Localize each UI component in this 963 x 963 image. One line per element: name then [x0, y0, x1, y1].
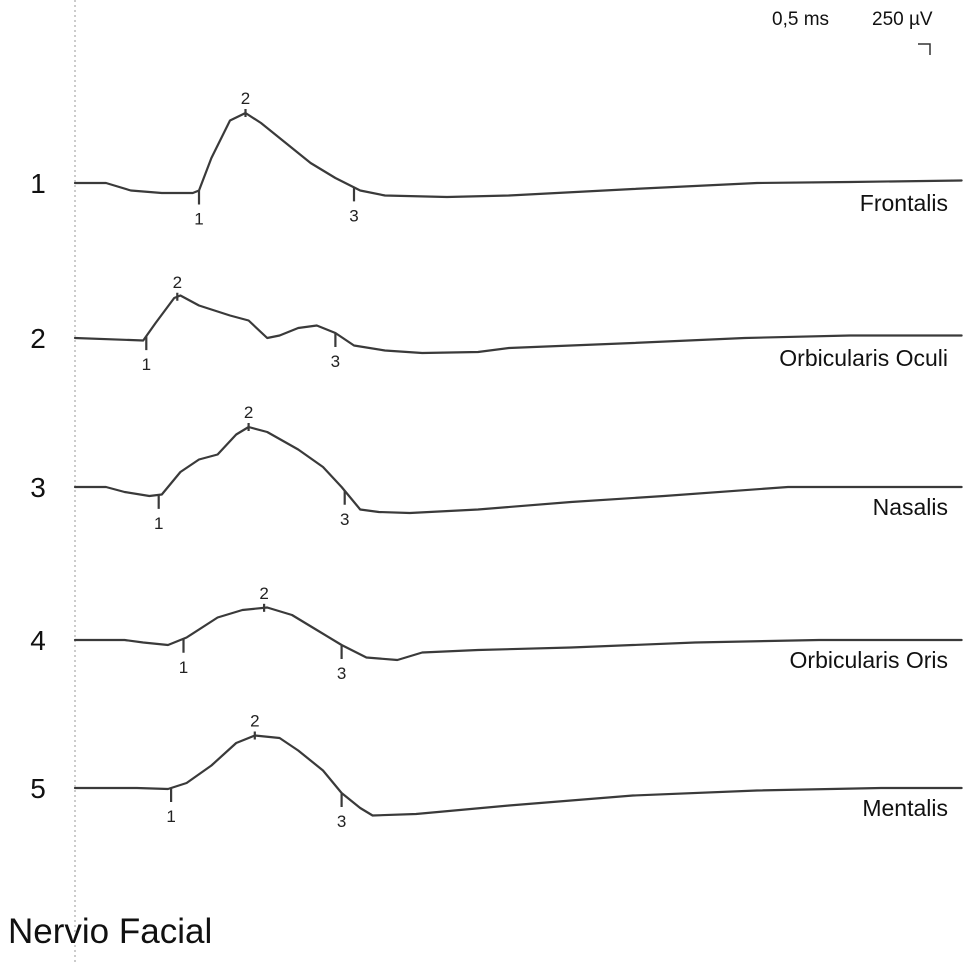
marker-label-3-2: 2	[244, 403, 253, 422]
page-title: Nervio Facial	[8, 912, 213, 951]
marker-label-4-1: 1	[179, 658, 188, 677]
trace-index-5: 5	[30, 773, 46, 804]
marker-label-5-1: 1	[166, 807, 175, 826]
trace-line-1	[73, 111, 963, 199]
muscle-label-2: Orbicularis Oculi	[779, 345, 948, 371]
trace-index-3: 3	[30, 472, 46, 503]
amplitude-scale-label: 250 µV	[872, 9, 933, 30]
time-scale-label: 0,5 ms	[772, 9, 829, 30]
marker-label-3-3: 3	[340, 510, 349, 529]
marker-label-1-2: 2	[241, 89, 250, 108]
scale-bar-icon	[918, 43, 931, 55]
marker-label-5-3: 3	[337, 812, 346, 831]
marker-label-4-3: 3	[337, 664, 346, 683]
marker-label-1-1: 1	[194, 210, 203, 229]
muscle-label-1: Frontalis	[860, 190, 948, 216]
trace-index-4: 4	[30, 625, 46, 656]
marker-label-2-1: 1	[142, 355, 151, 374]
muscle-label-3: Nasalis	[873, 494, 948, 520]
trace-line-3	[73, 425, 963, 515]
trace-line-5	[73, 734, 963, 817]
marker-label-4-2: 2	[259, 584, 268, 603]
traces-group: 1 Frontalis 1 2 3 2 Orbicularis Oculi 1 2 3 3 Nasal…	[30, 89, 963, 831]
marker-label-1-3: 3	[349, 206, 358, 225]
marker-label-3-1: 1	[154, 514, 163, 533]
marker-label-2-2: 2	[173, 273, 182, 292]
marker-label-2-3: 3	[331, 352, 340, 371]
marker-label-5-2: 2	[250, 712, 259, 731]
trace-index-1: 1	[30, 168, 46, 199]
trace-index-2: 2	[30, 323, 46, 354]
trace-line-4	[73, 606, 963, 662]
muscle-label-5: Mentalis	[862, 795, 948, 821]
muscle-label-4: Orbicularis Oris	[790, 647, 948, 673]
